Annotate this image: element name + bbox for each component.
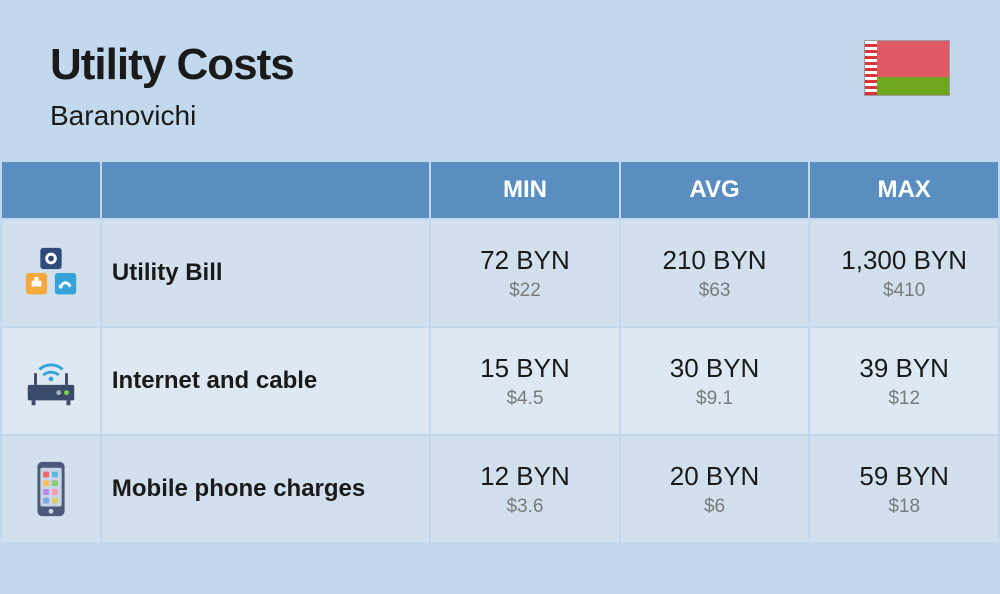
header-avg: AVG (620, 162, 810, 219)
secondary-value: $3.6 (431, 496, 619, 518)
utility-icon (1, 219, 101, 327)
table-row: Utility Bill 72 BYN $22 210 BYN $63 1,30… (1, 219, 999, 327)
secondary-value: $6 (621, 496, 809, 518)
cell-avg: 20 BYN $6 (620, 435, 810, 542)
router-icon (1, 327, 101, 435)
page-title: Utility Costs (50, 40, 294, 90)
table-row: Internet and cable 15 BYN $4.5 30 BYN $9… (1, 327, 999, 435)
row-label: Mobile phone charges (101, 435, 430, 542)
header-label-col (101, 162, 430, 219)
flag-ornament (865, 41, 877, 95)
flag-red-stripe (877, 41, 949, 77)
cell-min: 12 BYN $3.6 (430, 435, 620, 542)
flag-icon (864, 40, 950, 96)
secondary-value: $410 (810, 280, 998, 302)
flag-stripes (877, 41, 949, 95)
primary-value: 210 BYN (621, 245, 809, 276)
secondary-value: $12 (810, 388, 998, 410)
secondary-value: $18 (810, 496, 998, 518)
cell-max: 1,300 BYN $410 (809, 219, 999, 327)
primary-value: 15 BYN (431, 353, 619, 384)
flag-green-stripe (877, 77, 949, 95)
costs-table: MIN AVG MAX Utility Bill (0, 162, 1000, 542)
page-subtitle: Baranovichi (50, 100, 294, 132)
primary-value: 59 BYN (810, 461, 998, 492)
primary-value: 72 BYN (431, 245, 619, 276)
title-block: Utility Costs Baranovichi (50, 40, 294, 132)
table-row: Mobile phone charges 12 BYN $3.6 20 BYN … (1, 435, 999, 542)
secondary-value: $63 (621, 280, 809, 302)
primary-value: 30 BYN (621, 353, 809, 384)
primary-value: 1,300 BYN (810, 245, 998, 276)
primary-value: 39 BYN (810, 353, 998, 384)
cell-min: 15 BYN $4.5 (430, 327, 620, 435)
header-max: MAX (809, 162, 999, 219)
secondary-value: $4.5 (431, 388, 619, 410)
cell-min: 72 BYN $22 (430, 219, 620, 327)
row-label: Utility Bill (101, 219, 430, 327)
secondary-value: $9.1 (621, 388, 809, 410)
phone-icon (1, 435, 101, 542)
primary-value: 20 BYN (621, 461, 809, 492)
table-header-row: MIN AVG MAX (1, 162, 999, 219)
primary-value: 12 BYN (431, 461, 619, 492)
header-icon-col (1, 162, 101, 219)
header: Utility Costs Baranovichi (0, 0, 1000, 162)
cell-avg: 210 BYN $63 (620, 219, 810, 327)
header-min: MIN (430, 162, 620, 219)
row-label: Internet and cable (101, 327, 430, 435)
cell-avg: 30 BYN $9.1 (620, 327, 810, 435)
cell-max: 59 BYN $18 (809, 435, 999, 542)
secondary-value: $22 (431, 280, 619, 302)
cell-max: 39 BYN $12 (809, 327, 999, 435)
